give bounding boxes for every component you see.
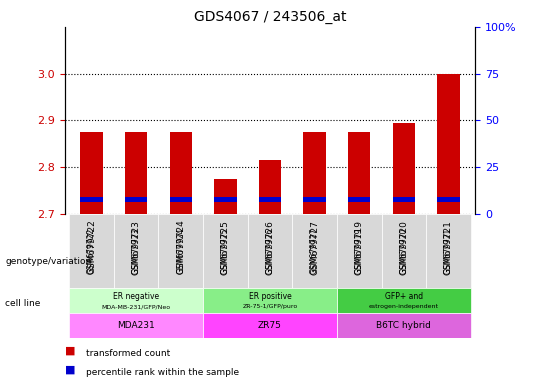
Text: GSM679722: GSM679722 [87, 220, 96, 275]
Text: GSM679722: GSM679722 [87, 228, 96, 274]
Bar [80, 132, 103, 214]
Text: GSM679726: GSM679726 [266, 220, 274, 275]
Bar [158, 214, 203, 338]
Bar [337, 313, 471, 338]
Bar [125, 197, 147, 202]
Text: MDA231: MDA231 [117, 321, 155, 330]
Bar [426, 214, 471, 288]
Text: GSM679719: GSM679719 [355, 228, 364, 274]
Bar [214, 197, 237, 202]
Bar [80, 197, 103, 202]
Bar [426, 214, 471, 338]
Bar [248, 214, 292, 338]
Bar [170, 197, 192, 202]
Text: GSM679727: GSM679727 [310, 228, 319, 274]
Text: GSM679721: GSM679721 [444, 228, 453, 274]
Text: GFP+ and: GFP+ and [385, 292, 423, 301]
Bar [337, 214, 382, 338]
Text: GSM679723: GSM679723 [132, 228, 141, 274]
Text: GSM679727: GSM679727 [310, 220, 319, 275]
Text: MDA-MB-231/GFP/Neo: MDA-MB-231/GFP/Neo [102, 304, 171, 310]
Bar [292, 214, 337, 288]
Bar [437, 197, 460, 202]
Text: ZR75: ZR75 [258, 321, 282, 330]
Text: GSM679725: GSM679725 [221, 228, 230, 274]
Bar [259, 160, 281, 214]
Bar [203, 288, 337, 313]
Title: GDS4067 / 243506_at: GDS4067 / 243506_at [194, 10, 346, 25]
Bar [214, 179, 237, 214]
Bar [382, 214, 426, 338]
Text: GSM679725: GSM679725 [221, 220, 230, 275]
Bar [337, 214, 382, 288]
Text: GSM679724: GSM679724 [176, 220, 185, 275]
Text: genotype/variation: genotype/variation [5, 257, 92, 266]
Bar [69, 214, 114, 338]
Text: ZR-75-1/GFP/puro: ZR-75-1/GFP/puro [242, 304, 298, 310]
Text: transformed count: transformed count [86, 349, 171, 358]
Text: ■: ■ [65, 345, 75, 355]
Text: B6TC hybrid: B6TC hybrid [376, 321, 431, 330]
Bar [114, 214, 158, 338]
Bar [203, 214, 248, 288]
Bar [259, 197, 281, 202]
Bar [382, 214, 426, 288]
Bar [203, 313, 337, 338]
Bar [114, 214, 158, 288]
Bar [292, 214, 337, 338]
Bar [203, 214, 248, 338]
Bar [303, 132, 326, 214]
Text: ER positive: ER positive [248, 292, 292, 301]
Bar [393, 197, 415, 202]
Bar [69, 313, 203, 338]
Text: GSM679726: GSM679726 [266, 228, 274, 274]
Text: ER negative: ER negative [113, 292, 159, 301]
Bar [348, 132, 370, 214]
Bar [348, 197, 370, 202]
Bar [248, 214, 292, 288]
Text: GSM679720: GSM679720 [399, 228, 408, 274]
Bar [170, 132, 192, 214]
Bar [337, 288, 471, 313]
Text: percentile rank within the sample: percentile rank within the sample [86, 368, 240, 377]
Bar [125, 132, 147, 214]
Text: GSM679719: GSM679719 [355, 220, 364, 275]
Text: GSM679724: GSM679724 [176, 228, 185, 274]
Text: ■: ■ [65, 364, 75, 374]
Bar [158, 214, 203, 288]
Bar [437, 74, 460, 214]
Bar [393, 122, 415, 214]
Text: GSM679723: GSM679723 [132, 220, 141, 275]
Bar [69, 214, 114, 288]
Text: GSM679721: GSM679721 [444, 220, 453, 275]
Bar [303, 197, 326, 202]
Bar [69, 288, 203, 313]
Text: estrogen-independent: estrogen-independent [369, 304, 439, 310]
Text: GSM679720: GSM679720 [399, 220, 408, 275]
Text: cell line: cell line [5, 299, 41, 308]
